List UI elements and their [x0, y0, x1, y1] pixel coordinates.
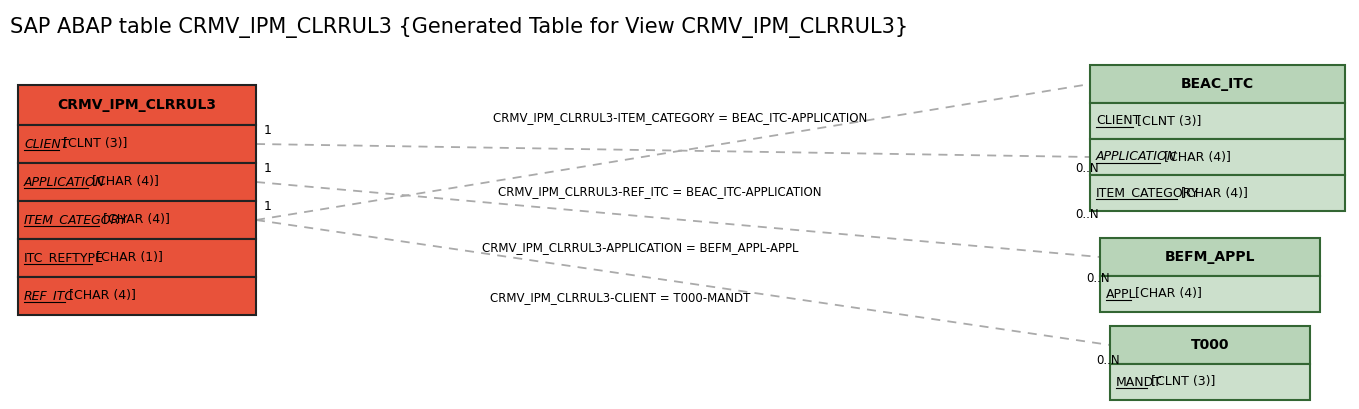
Text: ITEM_CATEGORY: ITEM_CATEGORY — [1095, 187, 1200, 200]
Text: 0..N: 0..N — [1086, 272, 1110, 285]
Text: REF_ITC: REF_ITC — [24, 290, 75, 303]
Text: APPLICATION: APPLICATION — [1095, 151, 1177, 164]
Text: 0..N: 0..N — [1095, 353, 1120, 366]
Text: [CHAR (4)]: [CHAR (4)] — [1159, 151, 1231, 164]
Text: [CLNT (3)]: [CLNT (3)] — [58, 137, 128, 151]
Bar — [1099, 276, 1320, 312]
Text: CRMV_IPM_CLRRUL3-REF_ITC = BEAC_ITC-APPLICATION: CRMV_IPM_CLRRUL3-REF_ITC = BEAC_ITC-APPL… — [499, 186, 822, 198]
Text: BEAC_ITC: BEAC_ITC — [1181, 77, 1254, 91]
Bar — [18, 163, 255, 201]
Bar — [18, 277, 255, 315]
Bar — [1110, 364, 1310, 400]
Text: 0..N: 0..N — [1075, 209, 1098, 222]
Text: T000: T000 — [1190, 338, 1230, 352]
Text: CLIENT: CLIENT — [1095, 115, 1140, 128]
Bar — [18, 201, 255, 239]
Text: [CHAR (4)]: [CHAR (4)] — [1177, 187, 1248, 200]
Text: [CLNT (3)]: [CLNT (3)] — [1133, 115, 1201, 128]
Text: CRMV_IPM_CLRRUL3-APPLICATION = BEFM_APPL-APPL: CRMV_IPM_CLRRUL3-APPLICATION = BEFM_APPL… — [481, 241, 798, 254]
Text: 1: 1 — [264, 124, 272, 137]
Bar — [1090, 65, 1345, 103]
Text: CRMV_IPM_CLRRUL3: CRMV_IPM_CLRRUL3 — [57, 98, 216, 112]
Text: CRMV_IPM_CLRRUL3-ITEM_CATEGORY = BEAC_ITC-APPLICATION: CRMV_IPM_CLRRUL3-ITEM_CATEGORY = BEAC_IT… — [493, 112, 867, 124]
Text: ITEM_CATEGORY: ITEM_CATEGORY — [24, 213, 128, 227]
Bar — [1090, 103, 1345, 139]
Text: CLIENT: CLIENT — [24, 137, 68, 151]
Text: 0..N: 0..N — [1075, 162, 1098, 175]
Bar — [1110, 326, 1310, 364]
Text: 1: 1 — [264, 162, 272, 175]
Text: SAP ABAP table CRMV_IPM_CLRRUL3 {Generated Table for View CRMV_IPM_CLRRUL3}: SAP ABAP table CRMV_IPM_CLRRUL3 {Generat… — [10, 18, 908, 38]
Text: [CHAR (4)]: [CHAR (4)] — [1131, 288, 1201, 301]
Bar — [1090, 175, 1345, 211]
Text: BEFM_APPL: BEFM_APPL — [1165, 250, 1256, 264]
Text: MANDT: MANDT — [1116, 375, 1162, 389]
Bar — [1090, 139, 1345, 175]
Text: ITC_REFTYPE: ITC_REFTYPE — [24, 252, 103, 265]
Bar — [18, 239, 255, 277]
Bar — [1099, 238, 1320, 276]
Text: [CHAR (1)]: [CHAR (1)] — [92, 252, 163, 265]
Text: [CHAR (4)]: [CHAR (4)] — [88, 175, 159, 189]
Text: [CLNT (3)]: [CLNT (3)] — [1147, 375, 1215, 389]
Text: 1: 1 — [264, 200, 272, 213]
Bar — [18, 125, 255, 163]
Text: APPLICATION: APPLICATION — [24, 175, 105, 189]
Text: CRMV_IPM_CLRRUL3-CLIENT = T000-MANDT: CRMV_IPM_CLRRUL3-CLIENT = T000-MANDT — [489, 292, 750, 304]
Bar — [18, 85, 255, 125]
Text: APPL: APPL — [1106, 288, 1136, 301]
Text: [CHAR (4)]: [CHAR (4)] — [65, 290, 136, 303]
Text: [CHAR (4)]: [CHAR (4)] — [99, 213, 170, 227]
